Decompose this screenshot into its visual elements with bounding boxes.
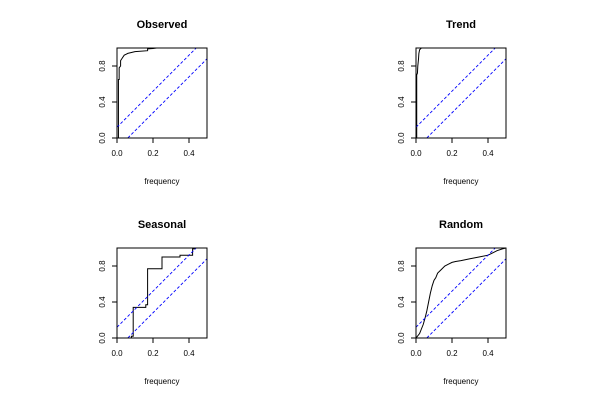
confidence-band-line	[426, 58, 506, 138]
y-tick-label: 0.0	[98, 132, 107, 144]
confidence-band-line	[416, 248, 496, 328]
plot-area	[117, 48, 207, 138]
panel-title: Seasonal	[138, 219, 186, 231]
confidence-band-line	[117, 48, 197, 128]
confidence-band-line	[416, 48, 496, 128]
x-tick-label: 0.2	[446, 349, 458, 358]
plot-frame	[116, 47, 208, 139]
panel-title: Random	[439, 219, 483, 231]
x-tick-label: 0.0	[111, 349, 123, 358]
x-axis-label: frequency	[144, 177, 179, 186]
cumulative-periodogram-line	[416, 248, 506, 338]
confidence-band-line	[117, 248, 197, 328]
confidence-band-line	[426, 258, 506, 338]
x-axis-label: frequency	[443, 377, 478, 386]
x-tick-label: 0.2	[147, 149, 159, 158]
y-tick-label: 0.4	[397, 296, 406, 308]
y-tick-label: 0.4	[98, 296, 107, 308]
cumulative-periodogram-line	[117, 48, 207, 138]
x-tick-label: 0.4	[482, 349, 494, 358]
y-tick-label: 0.4	[98, 96, 107, 108]
panel-observed: Observed frequency 0.0 0.2 0.4 0.0 0.4 0.8	[98, 19, 208, 186]
x-tick-label: 0.2	[446, 149, 458, 158]
panel-title: Trend	[446, 19, 476, 31]
plot-area	[416, 48, 506, 138]
panel-random: Random frequency 0.0 0.2 0.4 0.0 0.4 0.8	[397, 219, 507, 386]
x-tick-label: 0.4	[183, 349, 195, 358]
cumulative-periodogram-line	[416, 48, 506, 138]
y-tick-label: 0.0	[397, 332, 406, 344]
y-tick-label: 0.8	[397, 260, 406, 272]
x-tick-label: 0.4	[482, 149, 494, 158]
confidence-band-line	[127, 58, 207, 138]
y-tick-label: 0.0	[98, 332, 107, 344]
x-tick-label: 0.2	[147, 349, 159, 358]
y-tick-label: 0.8	[98, 60, 107, 72]
panel-seasonal: Seasonal frequency 0.0 0.2 0.4 0.0 0.4 0.8	[98, 219, 208, 386]
x-axis-label: frequency	[144, 377, 179, 386]
x-tick-label: 0.0	[410, 349, 422, 358]
x-axis-label: frequency	[443, 177, 478, 186]
plot-area	[117, 248, 207, 338]
x-tick-label: 0.4	[183, 149, 195, 158]
plot-frame	[116, 247, 208, 339]
x-tick-label: 0.0	[111, 149, 123, 158]
y-tick-label: 0.4	[397, 96, 406, 108]
panel-trend: Trend frequency 0.0 0.2 0.4 0.0 0.4 0.8	[397, 19, 507, 186]
confidence-band-line	[127, 258, 207, 338]
plot-frame	[415, 247, 507, 339]
y-tick-label: 0.8	[98, 260, 107, 272]
plot-area	[416, 248, 506, 338]
x-tick-label: 0.0	[410, 149, 422, 158]
y-tick-label: 0.8	[397, 60, 406, 72]
cumulative-periodogram-line	[117, 248, 207, 338]
plot-frame	[415, 47, 507, 139]
y-tick-label: 0.0	[397, 132, 406, 144]
panel-title: Observed	[137, 19, 188, 31]
